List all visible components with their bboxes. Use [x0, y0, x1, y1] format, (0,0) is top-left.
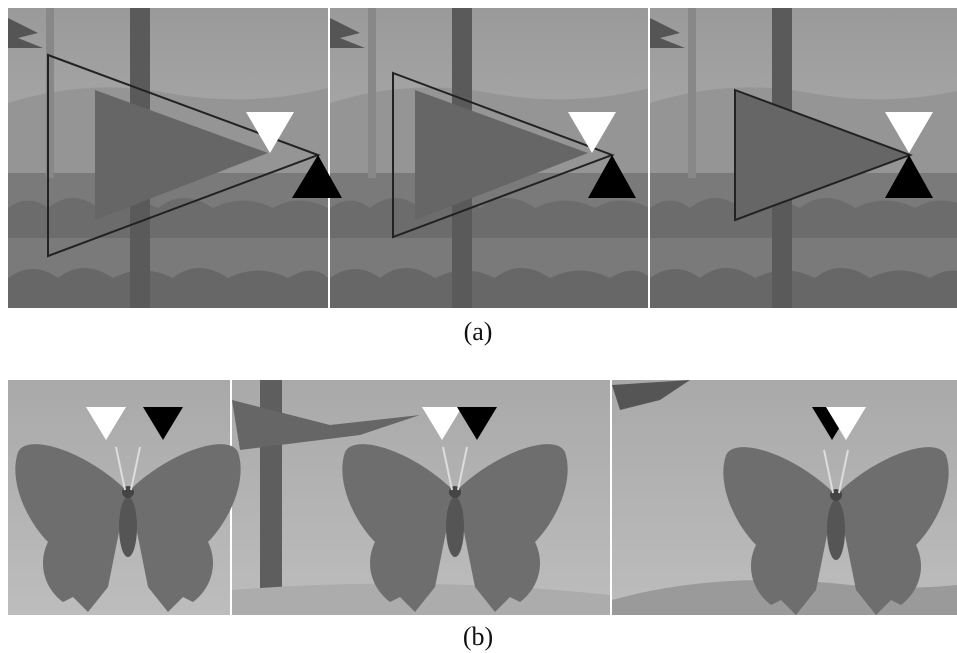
figure: (a) (b) — [0, 0, 957, 653]
panel-label: (b) — [463, 622, 493, 651]
panel-b — [8, 380, 957, 615]
panel-a — [8, 8, 957, 308]
panel-label: (a) — [464, 317, 493, 346]
